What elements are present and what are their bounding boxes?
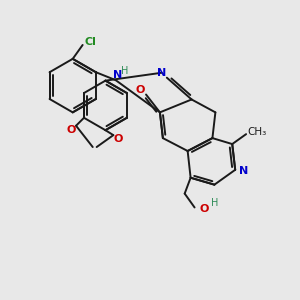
Text: H: H (121, 66, 128, 76)
Text: CH₃: CH₃ (248, 127, 267, 137)
Text: Cl: Cl (85, 37, 97, 47)
Text: N: N (238, 166, 248, 176)
Text: O: O (200, 204, 209, 214)
Text: N: N (113, 70, 122, 80)
Text: O: O (135, 85, 145, 94)
Text: H: H (211, 199, 218, 208)
Text: O: O (66, 125, 76, 135)
Text: O: O (114, 134, 123, 144)
Text: N: N (157, 68, 167, 78)
